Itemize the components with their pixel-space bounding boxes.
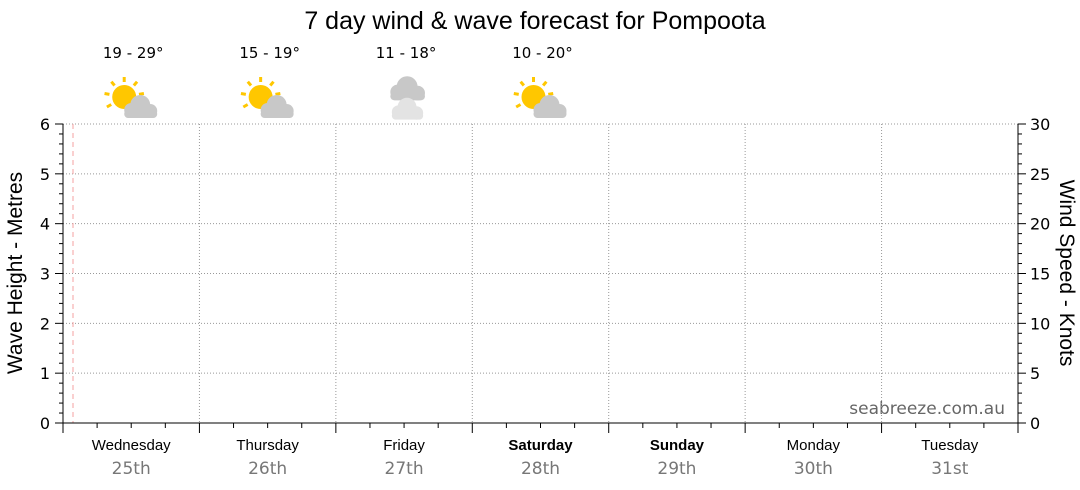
sun-ray [106,103,112,109]
y-axis-label: Wave Height - Metres [4,172,27,374]
sun-ray [104,92,110,96]
sun-ray [275,92,281,96]
day-date-label: 28th [521,459,560,479]
day-date-label: 31st [931,459,968,479]
sun-ray [541,80,548,87]
y2-tick-label: 0 [1030,414,1040,433]
y2-tick-label: 20 [1030,215,1050,234]
cloud [533,95,567,118]
partly-cloudy-icon [240,77,294,118]
sun-ray [519,80,526,87]
y-tick-label: 0 [40,414,50,433]
y-tick-label: 4 [40,215,50,234]
cloud [390,76,425,101]
day-date-label: 29th [657,459,696,479]
chart-title: 7 day wind & wave forecast for Pompoota [304,7,765,35]
sun [521,85,546,109]
day-name-label: Monday [787,437,841,454]
sun-ray [515,103,522,109]
sun-ray [240,92,247,96]
y-tick-label: 5 [40,165,50,184]
day-date-label: 26th [248,459,287,479]
cloud-part [390,92,425,101]
sun-ray [548,92,554,96]
partly-cloudy-icon [513,77,567,118]
y2-tick-label: 15 [1030,265,1050,284]
temperature-range: 15 - 19° [239,44,300,62]
sun-ray [138,92,145,96]
day-name-label: Tuesday [921,437,978,454]
sun-ray [269,80,275,87]
day-name-label: Sunday [650,437,705,454]
day-date-label: 27th [385,459,424,479]
partly-cloudy-icon [104,77,158,118]
sun-ray [246,80,253,87]
y-tick-label: 6 [40,115,50,134]
cloud-part [391,112,424,120]
temperature-range: 10 - 20° [512,44,573,62]
y-tick-label: 1 [40,364,50,383]
day-date-label: 30th [794,459,833,479]
sun [112,85,137,109]
y-tick-label: 2 [40,314,50,333]
cloud-part [124,110,158,118]
cloud [260,95,294,118]
day-name-label: Wednesday [92,437,171,454]
sun-ray [110,80,116,87]
day-date-label: 25th [112,459,151,479]
sun-ray [132,80,139,87]
temperature-range: 19 - 29° [103,44,164,62]
cloudy-icon [390,76,425,120]
cloud-light [391,97,424,120]
cloud-part [260,110,294,118]
y2-tick-label: 5 [1030,364,1040,383]
day-name-label: Saturday [508,437,573,454]
cloud [124,95,158,118]
watermark: seabreeze.com.au [849,399,1005,419]
cloud-part [533,110,567,118]
sun-ray [513,92,519,96]
y2-tick-label: 25 [1030,165,1050,184]
day-name-label: Friday [383,437,425,454]
temperature-range: 11 - 18° [376,44,437,62]
sun [248,85,273,109]
y2-tick-label: 10 [1030,314,1050,333]
sun-ray [242,103,249,109]
y-tick-label: 3 [40,265,50,284]
y2-axis-label: Wind Speed - Knots [1055,180,1078,367]
y2-tick-label: 30 [1030,115,1050,134]
day-name-label: Thursday [236,437,299,454]
